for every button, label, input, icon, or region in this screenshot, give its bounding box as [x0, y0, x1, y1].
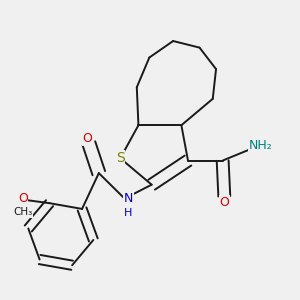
- Text: O: O: [219, 196, 229, 209]
- Text: N: N: [124, 192, 133, 205]
- Text: O: O: [82, 132, 92, 145]
- Text: H: H: [124, 208, 133, 218]
- Text: O: O: [18, 192, 28, 205]
- Text: S: S: [116, 151, 125, 165]
- Text: CH₃: CH₃: [13, 207, 32, 218]
- Text: NH₂: NH₂: [249, 139, 272, 152]
